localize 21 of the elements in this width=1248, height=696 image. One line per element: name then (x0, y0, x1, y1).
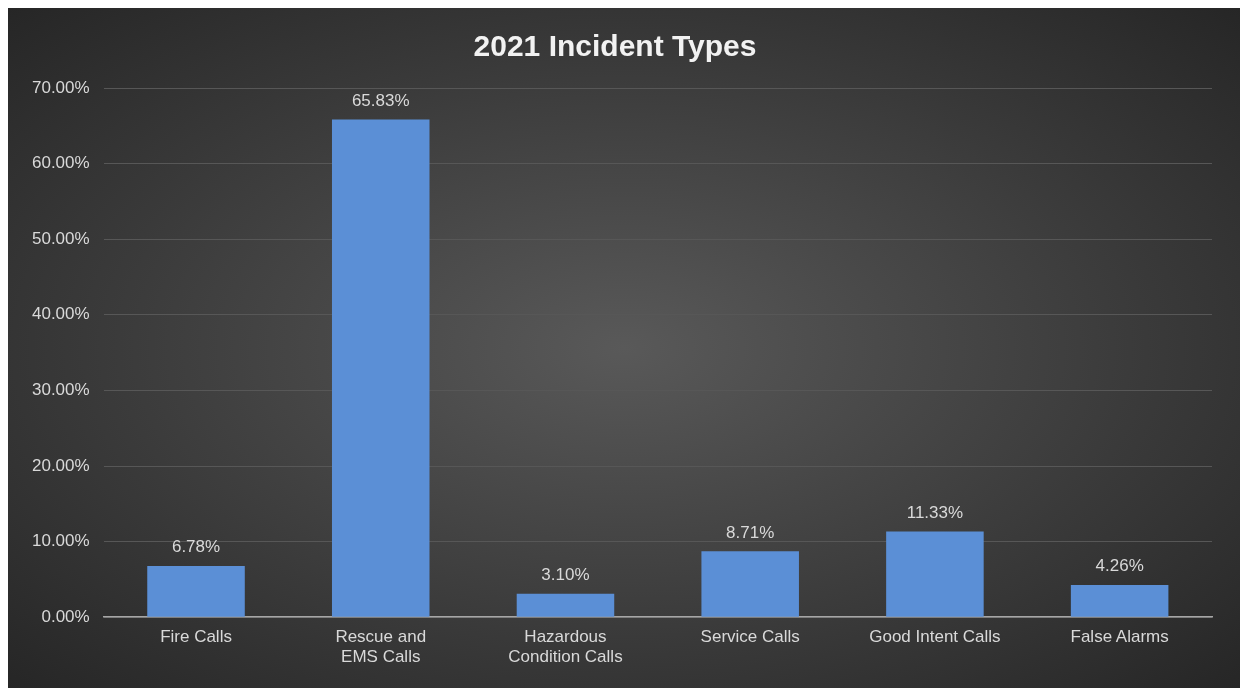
x-tick-label: False Alarms (1070, 627, 1169, 647)
y-tick-label: 30.00% (31, 380, 90, 400)
y-tick-label: 20.00% (31, 455, 90, 475)
y-tick-label: 10.00% (31, 531, 90, 551)
data-label: 6.78% (171, 537, 221, 557)
data-label: 4.26% (1095, 556, 1144, 576)
y-tick-label: 60.00% (31, 153, 90, 173)
y-tick-label: 0.00% (41, 606, 90, 626)
y-tick-label: 40.00% (31, 304, 90, 324)
y-tick-label: 70.00% (31, 77, 90, 97)
data-label: 8.71% (726, 522, 775, 542)
x-tick-label: Hazardous Condition Calls (508, 627, 623, 667)
x-tick-label: Rescue and EMS Calls (335, 627, 427, 667)
x-tick-label: Service Calls (700, 627, 800, 647)
data-label: 11.33% (906, 502, 964, 522)
x-tick-label: Good Intent Calls (869, 627, 1001, 647)
data-label: 3.10% (541, 564, 590, 584)
x-tick-label: Fire Calls (160, 627, 232, 647)
data-label: 65.83% (351, 90, 410, 110)
y-tick-label: 50.00% (31, 228, 90, 248)
chart-title: 2021 Incident Types (473, 29, 757, 63)
